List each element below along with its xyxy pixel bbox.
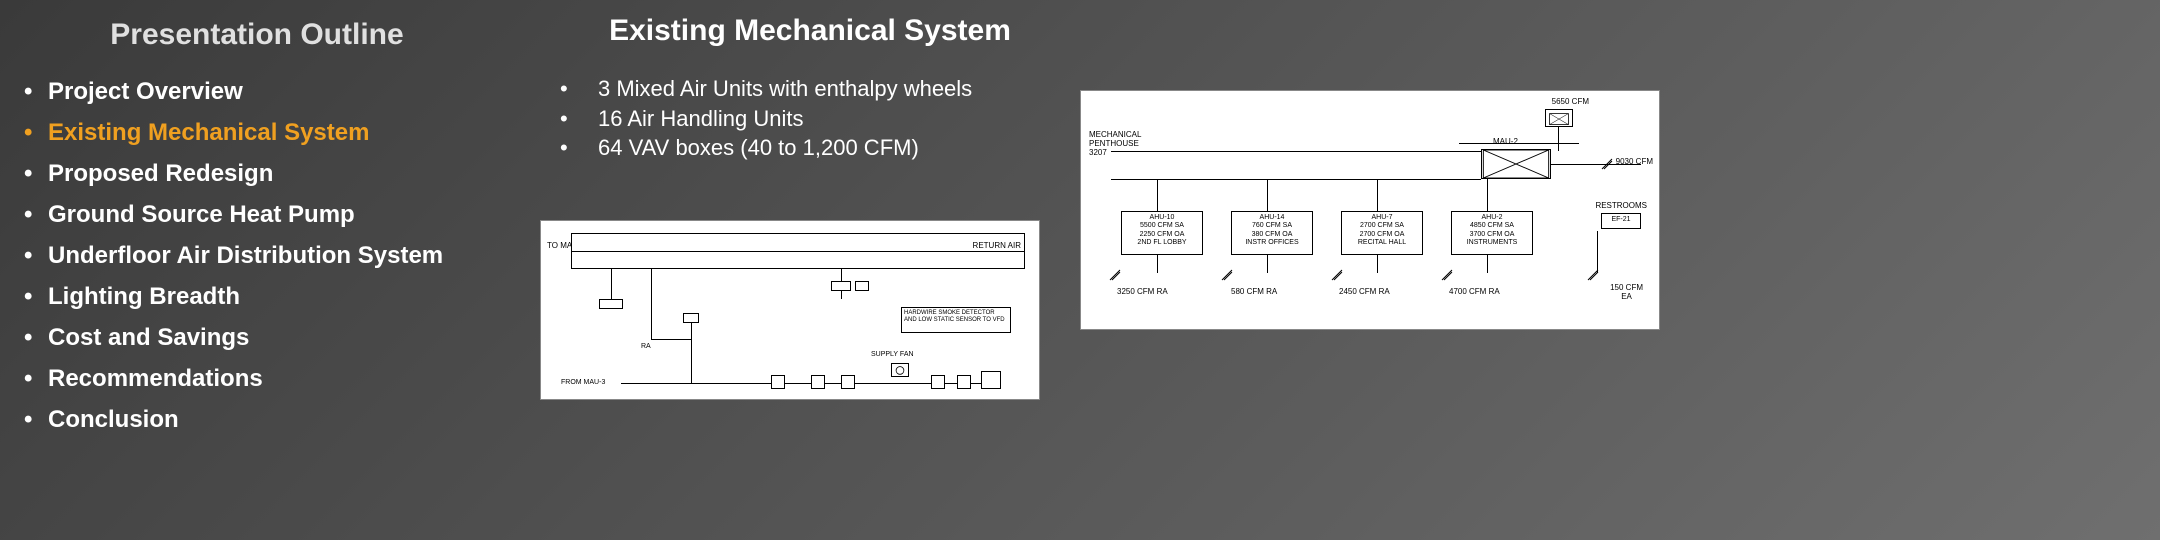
ahu-room: RECITAL HALL [1344, 239, 1420, 247]
line [651, 339, 691, 340]
ahu-box: AHU-7 2700 CFM SA 2700 CFM OA RECITAL HA… [1341, 211, 1423, 255]
line [1267, 255, 1268, 273]
right-cfm-label: 9030 CFM [1616, 157, 1653, 166]
mau-label: MAU-2 [1493, 137, 1518, 146]
outline-panel: Presentation Outline Project Overview Ex… [0, 0, 530, 540]
duct-label-right: RETURN AIR [973, 241, 1021, 250]
line [651, 269, 652, 339]
outline-item: Cost and Savings [24, 326, 530, 350]
ahu-box: AHU-2 4850 CFM SA 3700 CFM OA INSTRUMENT… [1451, 211, 1533, 255]
from-label: FROM MAU-3 [561, 379, 605, 386]
ahu-sa: 5500 CFM SA [1124, 222, 1200, 230]
damper-icon [1331, 269, 1343, 281]
content-title: Existing Mechanical System [530, 14, 1090, 48]
damper-icon [1109, 269, 1121, 281]
component-box [831, 281, 851, 291]
damper-icon [1441, 269, 1453, 281]
ahu-name: AHU-10 [1124, 214, 1200, 222]
component-box [811, 375, 825, 389]
ahu-oa: 2250 CFM OA [1124, 231, 1200, 239]
line [1377, 179, 1378, 211]
line [1111, 151, 1481, 152]
component-box [855, 281, 869, 291]
ea-label: 150 CFM EA [1610, 283, 1643, 301]
ahu-room: INSTRUMENTS [1454, 239, 1530, 247]
sensor-note-box: HARDWIRE SMOKE DETECTOR AND LOW STATIC S… [901, 307, 1011, 333]
component-box [683, 313, 699, 323]
line [1487, 255, 1488, 273]
ahu-box: AHU-10 5500 CFM SA 2250 CFM OA 2ND FL LO… [1121, 211, 1203, 255]
line [691, 321, 692, 383]
damper-icon [1587, 269, 1599, 281]
ahu-name: AHU-7 [1344, 214, 1420, 222]
line [1558, 127, 1559, 151]
supply-fan-label: SUPPLY FAN [871, 351, 914, 358]
ahu-room: INSTR OFFICES [1234, 239, 1310, 247]
component-box [931, 375, 945, 389]
ahu-box: AHU-14 760 CFM SA 380 CFM OA INSTR OFFIC… [1231, 211, 1313, 255]
bullet-item: 3 Mixed Air Units with enthalpy wheels [560, 74, 1090, 104]
outline-item: Proposed Redesign [24, 162, 530, 186]
ahu-name: AHU-14 [1234, 214, 1310, 222]
penthouse-label: MECHANICAL PENTHOUSE 3207 [1089, 131, 1141, 157]
ahu-sa: 4850 CFM SA [1454, 222, 1530, 230]
outline-item: Lighting Breadth [24, 285, 530, 309]
line [1111, 179, 1481, 180]
ahu-oa: 380 CFM OA [1234, 231, 1310, 239]
component-box [599, 299, 623, 309]
fan-icon [891, 363, 909, 377]
component-box [981, 371, 1001, 389]
line [1597, 231, 1598, 273]
duct-main [571, 233, 1025, 269]
line [1377, 255, 1378, 273]
ra-label: 580 CFM RA [1231, 287, 1277, 296]
fan-box [1545, 109, 1573, 127]
ahu-oa: 3700 CFM OA [1454, 231, 1530, 239]
outline-item: Underfloor Air Distribution System [24, 244, 530, 268]
ahu-oa: 2700 CFM OA [1344, 231, 1420, 239]
outline-item-active: Existing Mechanical System [24, 121, 530, 145]
ef-box: EF-21 [1601, 213, 1641, 229]
top-cfm-label: 5650 CFM [1552, 97, 1589, 106]
outline-item: Ground Source Heat Pump [24, 203, 530, 227]
line [1157, 255, 1158, 273]
component-box [771, 375, 785, 389]
outline-title: Presentation Outline [24, 18, 530, 52]
bullet-item: 64 VAV boxes (40 to 1,200 CFM) [560, 133, 1090, 163]
line [1487, 179, 1488, 211]
ahu-room: 2ND FL LOBBY [1124, 239, 1200, 247]
ahu-sa: 2700 CFM SA [1344, 222, 1420, 230]
bullet-item: 16 Air Handling Units [560, 104, 1090, 134]
heat-exchanger-icon [1481, 149, 1551, 179]
component-box [841, 375, 855, 389]
restrooms-title: RESTROOMS [1595, 201, 1647, 210]
schematic-diagram-2: MECHANICAL PENTHOUSE 3207 5650 CFM MAU-2… [1080, 90, 1660, 330]
damper-icon [1221, 269, 1233, 281]
outline-item: Conclusion [24, 408, 530, 432]
outline-item: Recommendations [24, 367, 530, 391]
ahu-sa: 760 CFM SA [1234, 222, 1310, 230]
line [1267, 179, 1268, 211]
content-bullets: 3 Mixed Air Units with enthalpy wheels 1… [530, 74, 1090, 163]
line [611, 269, 612, 299]
line [1157, 179, 1158, 211]
ahu-name: AHU-2 [1454, 214, 1530, 222]
outline-list: Project Overview Existing Mechanical Sys… [24, 80, 530, 432]
ra-label: 3250 CFM RA [1117, 287, 1168, 296]
ra-label: 4700 CFM RA [1449, 287, 1500, 296]
line [1459, 143, 1579, 144]
damper-icon [1601, 158, 1613, 170]
schematic-diagram-1: TO MAU-3 RETURN AIR RA FROM MAU-3 HARDWI… [540, 220, 1040, 400]
outline-item: Project Overview [24, 80, 530, 104]
component-box [957, 375, 971, 389]
ra-label: RA [641, 343, 651, 350]
ra-label: 2450 CFM RA [1339, 287, 1390, 296]
